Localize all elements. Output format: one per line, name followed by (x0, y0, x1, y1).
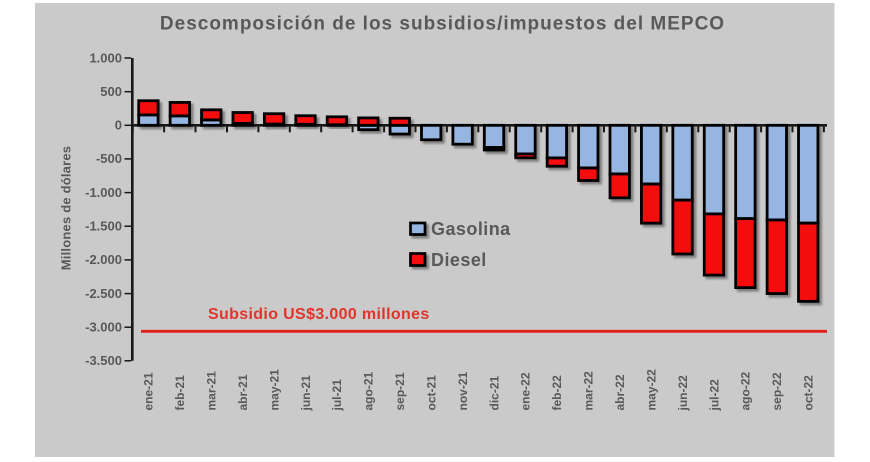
svg-text:jul-21: jul-21 (330, 379, 344, 412)
svg-text:Descomposición de los subsidio: Descomposición de los subsidios/impuesto… (160, 14, 725, 35)
svg-text:Gasolina: Gasolina (431, 219, 511, 239)
svg-text:mar-22: mar-22 (582, 371, 596, 411)
svg-text:Diesel: Diesel (431, 250, 487, 270)
svg-text:mar-21: mar-21 (205, 371, 219, 411)
svg-text:-1.500: -1.500 (85, 219, 122, 234)
svg-text:-3.000: -3.000 (85, 320, 122, 335)
svg-text:0: 0 (115, 118, 122, 133)
svg-text:-2.500: -2.500 (85, 286, 122, 301)
svg-text:oct-22: oct-22 (802, 375, 816, 411)
svg-text:-500: -500 (96, 151, 122, 166)
svg-text:abr-21: abr-21 (236, 374, 250, 410)
svg-text:jun-21: jun-21 (299, 375, 313, 412)
svg-text:-2.000: -2.000 (85, 252, 122, 267)
svg-text:ene-21: ene-21 (142, 372, 156, 410)
svg-text:-1.000: -1.000 (85, 185, 122, 200)
svg-text:Millones de dólares: Millones de dólares (59, 146, 74, 270)
svg-text:1.000: 1.000 (89, 50, 122, 65)
svg-text:nov-21: nov-21 (456, 371, 470, 410)
svg-text:sep-22: sep-22 (770, 372, 784, 410)
svg-text:ago-22: ago-22 (739, 371, 753, 410)
svg-text:500: 500 (100, 84, 122, 99)
svg-text:Subsidio US$3.000 millones: Subsidio US$3.000 millones (208, 306, 430, 323)
svg-text:feb-22: feb-22 (550, 375, 564, 411)
svg-text:ago-21: ago-21 (362, 371, 376, 410)
svg-text:dic-21: dic-21 (487, 375, 501, 410)
svg-text:may-21: may-21 (267, 369, 281, 411)
svg-text:jun-22: jun-22 (676, 375, 690, 412)
svg-text:abr-22: abr-22 (613, 374, 627, 410)
svg-text:-3.500: -3.500 (85, 353, 122, 368)
svg-text:may-22: may-22 (644, 369, 658, 411)
svg-text:oct-21: oct-21 (425, 375, 439, 411)
svg-text:ene-22: ene-22 (519, 372, 533, 410)
svg-text:jul-22: jul-22 (707, 379, 721, 412)
svg-text:feb-21: feb-21 (173, 375, 187, 411)
svg-text:sep-21: sep-21 (393, 372, 407, 410)
